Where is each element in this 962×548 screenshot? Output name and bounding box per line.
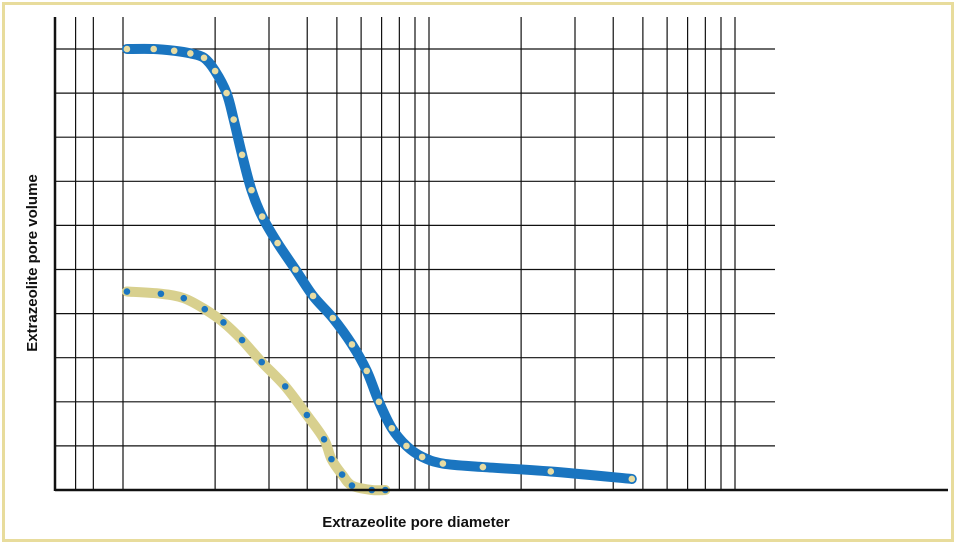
data-point bbox=[200, 54, 208, 62]
data-point bbox=[187, 50, 194, 57]
data-point bbox=[388, 424, 396, 432]
series-line bbox=[121, 286, 391, 496]
data-point bbox=[309, 292, 317, 300]
chart: Extrazeolite pore diameter Extrazeolite … bbox=[24, 17, 948, 531]
data-point bbox=[123, 288, 131, 295]
data-point bbox=[274, 239, 281, 247]
series-line bbox=[121, 43, 637, 484]
series-2 bbox=[121, 286, 391, 496]
data-point bbox=[292, 266, 299, 273]
data-point bbox=[281, 383, 289, 390]
x-axis-label: Extrazeolite pore diameter bbox=[322, 514, 510, 531]
data-point bbox=[150, 45, 158, 53]
data-point bbox=[338, 471, 346, 478]
data-point bbox=[211, 67, 219, 75]
data-point bbox=[180, 294, 188, 302]
data-point bbox=[201, 305, 209, 313]
data-point bbox=[439, 460, 447, 467]
data-point bbox=[220, 319, 227, 326]
data-point bbox=[123, 45, 131, 53]
grid bbox=[55, 17, 775, 490]
data-point bbox=[248, 186, 255, 194]
data-point bbox=[363, 367, 371, 375]
data-point bbox=[238, 336, 246, 344]
data-point bbox=[230, 116, 237, 123]
data-point bbox=[329, 314, 337, 322]
series-1 bbox=[121, 43, 637, 484]
data-point bbox=[258, 213, 266, 220]
chart-frame: Extrazeolite pore diameter Extrazeolite … bbox=[2, 2, 954, 542]
data-point bbox=[170, 47, 178, 55]
data-point bbox=[328, 455, 335, 463]
data-point bbox=[479, 463, 487, 471]
data-point bbox=[157, 290, 165, 298]
data-point bbox=[418, 453, 426, 461]
data-point bbox=[403, 442, 410, 450]
data-point bbox=[320, 435, 328, 443]
data-point bbox=[223, 89, 230, 97]
y-axis-label: Extrazeolite pore volume bbox=[24, 174, 41, 352]
data-point bbox=[348, 341, 356, 348]
data-point bbox=[348, 482, 356, 489]
data-point bbox=[303, 411, 311, 419]
data-point bbox=[547, 468, 555, 475]
data-point bbox=[628, 475, 636, 483]
data-point bbox=[375, 398, 383, 406]
data-point bbox=[238, 151, 246, 159]
data-point bbox=[258, 358, 266, 366]
series-layer bbox=[121, 43, 637, 496]
